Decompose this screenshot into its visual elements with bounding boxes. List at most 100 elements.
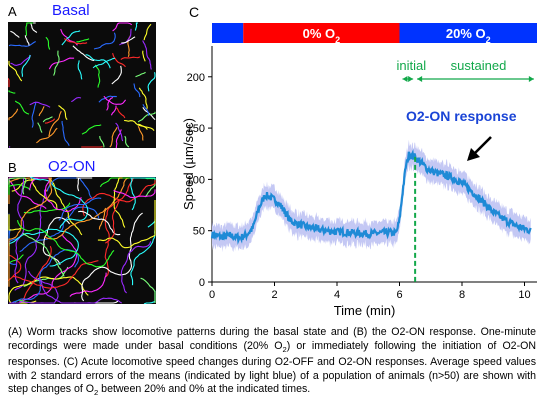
worm-track [37, 122, 43, 133]
worm-track [81, 212, 143, 302]
worm-track [12, 260, 99, 289]
worm-track [99, 177, 156, 188]
worm-track [98, 95, 117, 103]
speed-line [210, 149, 532, 245]
worm-track [92, 57, 115, 69]
worm-track [14, 177, 25, 284]
worm-track [137, 125, 144, 141]
condition-segment-0 [212, 23, 244, 43]
y-tick-label: 150 [187, 123, 205, 135]
worm-track [21, 54, 31, 77]
worm-track [25, 22, 34, 36]
worm-track [10, 55, 32, 66]
worm-track [8, 146, 11, 148]
worm-track [124, 119, 148, 130]
worm-track [143, 290, 156, 305]
worm-track [137, 111, 156, 123]
worm-track [8, 89, 16, 94]
worm-track [48, 57, 75, 70]
o2-on-response-label: O2-ON response [406, 108, 517, 124]
worm-track [106, 97, 114, 111]
worm-track [143, 23, 152, 41]
response-arrow-shaft [472, 136, 492, 156]
panel-a-letter: A [8, 4, 17, 19]
worm-track [93, 32, 116, 50]
worm-track [110, 105, 117, 116]
condition-segment-1 [243, 23, 400, 43]
worm-track [30, 22, 38, 33]
worm-track [76, 177, 93, 192]
condition-bar: 0% O2 20% O2 [212, 23, 537, 45]
panel-c-letter: C [189, 4, 200, 20]
worm-track [22, 232, 65, 277]
worm-track [113, 177, 126, 228]
sustained-arrow-head-right [528, 76, 534, 82]
worm-track [112, 22, 133, 32]
panel-a-title: Basal [52, 2, 90, 19]
basal-tracks-drawing [7, 22, 156, 149]
x-tick-label: 0 [209, 289, 215, 301]
worm-track [42, 116, 53, 123]
caption-part-2: ) or immediately following the initiatio… [8, 339, 536, 396]
panel-b-worm-tracks-image [7, 176, 156, 305]
worm-track [72, 45, 95, 62]
worm-track [135, 71, 146, 78]
chart-annotations: initial sustained O2-ON response [397, 58, 534, 282]
response-arrow-head [467, 148, 480, 161]
worm-track [8, 108, 19, 121]
worm-track [94, 64, 101, 88]
worm-track [99, 136, 105, 148]
worm-track [81, 124, 102, 135]
o2-on-tracks-drawing [7, 176, 156, 305]
worm-track [119, 28, 132, 46]
worm-track [115, 122, 124, 142]
worm-track [109, 127, 118, 148]
worm-track [8, 177, 27, 195]
initial-arrow-head-left [402, 76, 408, 82]
worm-track [30, 176, 89, 229]
worm-track [14, 189, 46, 291]
worm-track [142, 104, 150, 116]
worm-track [63, 38, 88, 45]
worm-track [69, 272, 107, 297]
worm-track [53, 50, 60, 76]
worm-track [120, 241, 152, 294]
worm-track [14, 100, 30, 115]
y-tick-label: 200 [187, 72, 205, 84]
x-tick-label: 4 [334, 289, 340, 301]
worm-track [134, 22, 139, 31]
condition-label-1: 0% O2 [303, 26, 341, 45]
worm-track [8, 41, 36, 47]
worm-track [44, 177, 82, 213]
worm-track [31, 101, 37, 128]
worm-track [120, 56, 141, 60]
initial-label: initial [397, 58, 427, 73]
worm-track [113, 189, 156, 199]
x-tick-label: 10 [518, 289, 530, 301]
worm-track [7, 78, 10, 88]
worm-track [11, 249, 80, 304]
worm-track [112, 52, 126, 68]
worm-track [76, 38, 90, 43]
worm-track [7, 243, 22, 281]
worm-track [24, 35, 30, 46]
caption-part-3: between 20% and 0% at the indicated time… [98, 383, 311, 396]
condition-label-2: 20% O2 [446, 26, 491, 45]
worm-track [116, 107, 126, 119]
worm-track [58, 105, 68, 120]
worm-track [133, 83, 141, 98]
worm-track [45, 36, 51, 50]
worm-track [61, 30, 81, 46]
x-tick-label: 8 [459, 289, 465, 301]
worm-track [78, 210, 121, 236]
y-tick-label: 50 [193, 226, 205, 238]
speed-series-line [210, 149, 532, 245]
worm-track [8, 60, 23, 82]
worm-track [43, 207, 107, 240]
worm-track [16, 220, 115, 268]
worm-track [23, 202, 71, 214]
worm-track [19, 233, 78, 302]
panel-b-letter: B [8, 160, 17, 175]
worm-track [147, 72, 156, 92]
panel-b-title: O2-ON [48, 158, 96, 175]
